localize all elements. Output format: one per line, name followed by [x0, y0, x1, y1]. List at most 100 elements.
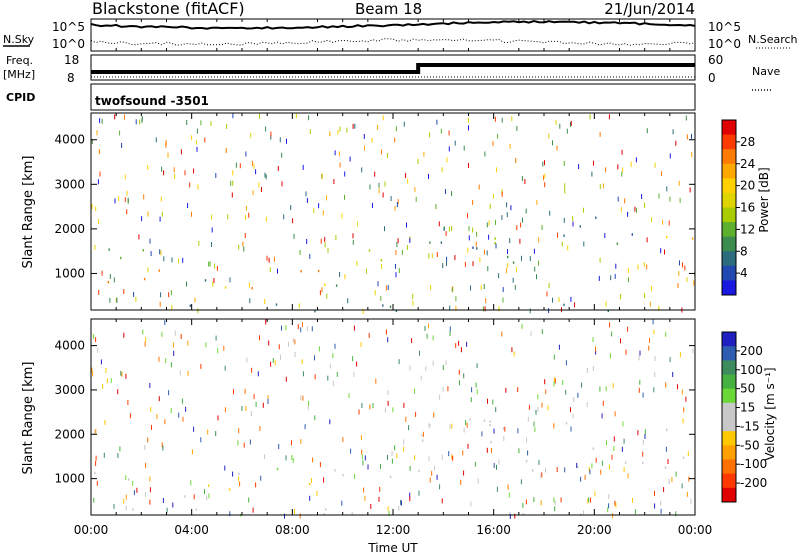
y-tick-label: 4000	[54, 339, 85, 353]
data-cell	[228, 488, 231, 491]
noise-cell	[173, 167, 175, 173]
noise-cell	[462, 450, 464, 456]
noise-cell	[488, 234, 490, 240]
data-cell	[107, 281, 110, 284]
noise-cell	[285, 376, 287, 382]
noise-cell	[196, 146, 198, 152]
noise-cell	[245, 205, 247, 211]
noise-cell	[332, 381, 334, 386]
data-cell	[469, 418, 471, 421]
noise-cell	[211, 227, 213, 233]
noise-cell	[484, 249, 485, 255]
noise-cell	[548, 133, 550, 139]
data-cell	[607, 309, 609, 313]
noise-cell	[161, 331, 163, 337]
noise-cell	[608, 464, 610, 470]
data-cell	[276, 467, 279, 471]
noise-cell	[409, 496, 411, 502]
noise-cell	[573, 397, 575, 402]
noise-cell	[614, 273, 616, 279]
noise-cell	[581, 382, 583, 388]
noise-cell	[638, 355, 640, 361]
noise-cell	[492, 193, 494, 199]
noise-cell	[496, 464, 497, 470]
noise-cell	[314, 415, 316, 421]
noise-cell	[361, 449, 363, 455]
noise-cell	[583, 241, 585, 247]
noise-cell	[270, 134, 272, 140]
noise-cell	[319, 290, 321, 296]
noise-cell	[352, 239, 354, 245]
power-data	[91, 113, 696, 314]
noise-cell	[534, 266, 536, 272]
noise-cell	[630, 161, 632, 167]
noise-cell	[644, 202, 646, 208]
noise-cell	[672, 372, 674, 377]
noise-cell	[467, 118, 469, 123]
noise-cell	[395, 263, 396, 269]
noise-cell	[595, 457, 597, 463]
noise-cell	[91, 204, 93, 209]
noise-cell	[411, 338, 413, 344]
noise-cell	[675, 471, 677, 477]
noise-cell	[196, 128, 198, 134]
noise-cell	[147, 164, 149, 170]
noise-cell	[428, 174, 429, 179]
noise-cell	[522, 502, 524, 508]
noise-cell	[277, 268, 278, 274]
noise-cell	[635, 157, 637, 163]
noise-cell	[215, 335, 217, 341]
data-cell	[158, 269, 160, 272]
noise-cell	[253, 394, 255, 400]
noise-cell	[387, 337, 389, 343]
noise-cell	[451, 191, 453, 197]
power-colorbar: 28 24 20 16 12 8 4	[721, 119, 755, 296]
noise-cell	[621, 446, 623, 452]
noise-cell	[394, 445, 396, 451]
noise-cell	[170, 362, 172, 368]
noise-cell	[442, 386, 444, 392]
data-cell	[94, 471, 96, 475]
noise-cell	[215, 431, 217, 436]
data-cell	[563, 303, 565, 307]
data-cell	[325, 508, 327, 511]
noise-cell	[544, 379, 546, 385]
nsky-tick-high: 10^5	[52, 20, 85, 34]
noise-cell	[354, 123, 356, 129]
noise-cell	[654, 356, 656, 361]
data-cell	[207, 484, 210, 487]
noise-cell	[403, 446, 405, 452]
noise-cell	[171, 257, 173, 263]
noise-cell	[321, 287, 323, 293]
noise-cell	[445, 231, 447, 236]
noise-cell	[648, 345, 650, 351]
noise-cell	[592, 337, 594, 343]
noise-cell	[661, 171, 662, 177]
noise-cell	[241, 405, 243, 411]
velocity-colorbar-label: Velocity [m s⁻¹]	[763, 367, 777, 460]
nave-tick-high: 60	[708, 53, 723, 67]
y-tick-label: 4000	[54, 133, 85, 147]
noise-cell	[189, 182, 191, 188]
noise-cell	[560, 497, 562, 503]
data-cell	[443, 226, 445, 229]
noise-cell	[458, 369, 460, 375]
noise-cell	[665, 382, 667, 388]
noise-cell	[412, 300, 414, 306]
noise-cell	[302, 164, 304, 170]
noise-cell	[638, 387, 640, 393]
noise-cell	[436, 119, 438, 125]
noise-cell	[384, 226, 385, 232]
noise-cell	[332, 353, 334, 359]
noise-cell	[544, 173, 546, 179]
noise-cell	[415, 196, 417, 202]
noise-cell	[239, 163, 241, 169]
noise-cell	[262, 402, 264, 408]
noise-cell	[501, 331, 503, 337]
noise-cell	[119, 130, 121, 136]
data-cell	[440, 241, 443, 244]
noise-cell	[344, 194, 345, 200]
noise-cell	[149, 382, 151, 388]
noise-cell	[548, 308, 550, 314]
noise-cell	[642, 439, 644, 445]
